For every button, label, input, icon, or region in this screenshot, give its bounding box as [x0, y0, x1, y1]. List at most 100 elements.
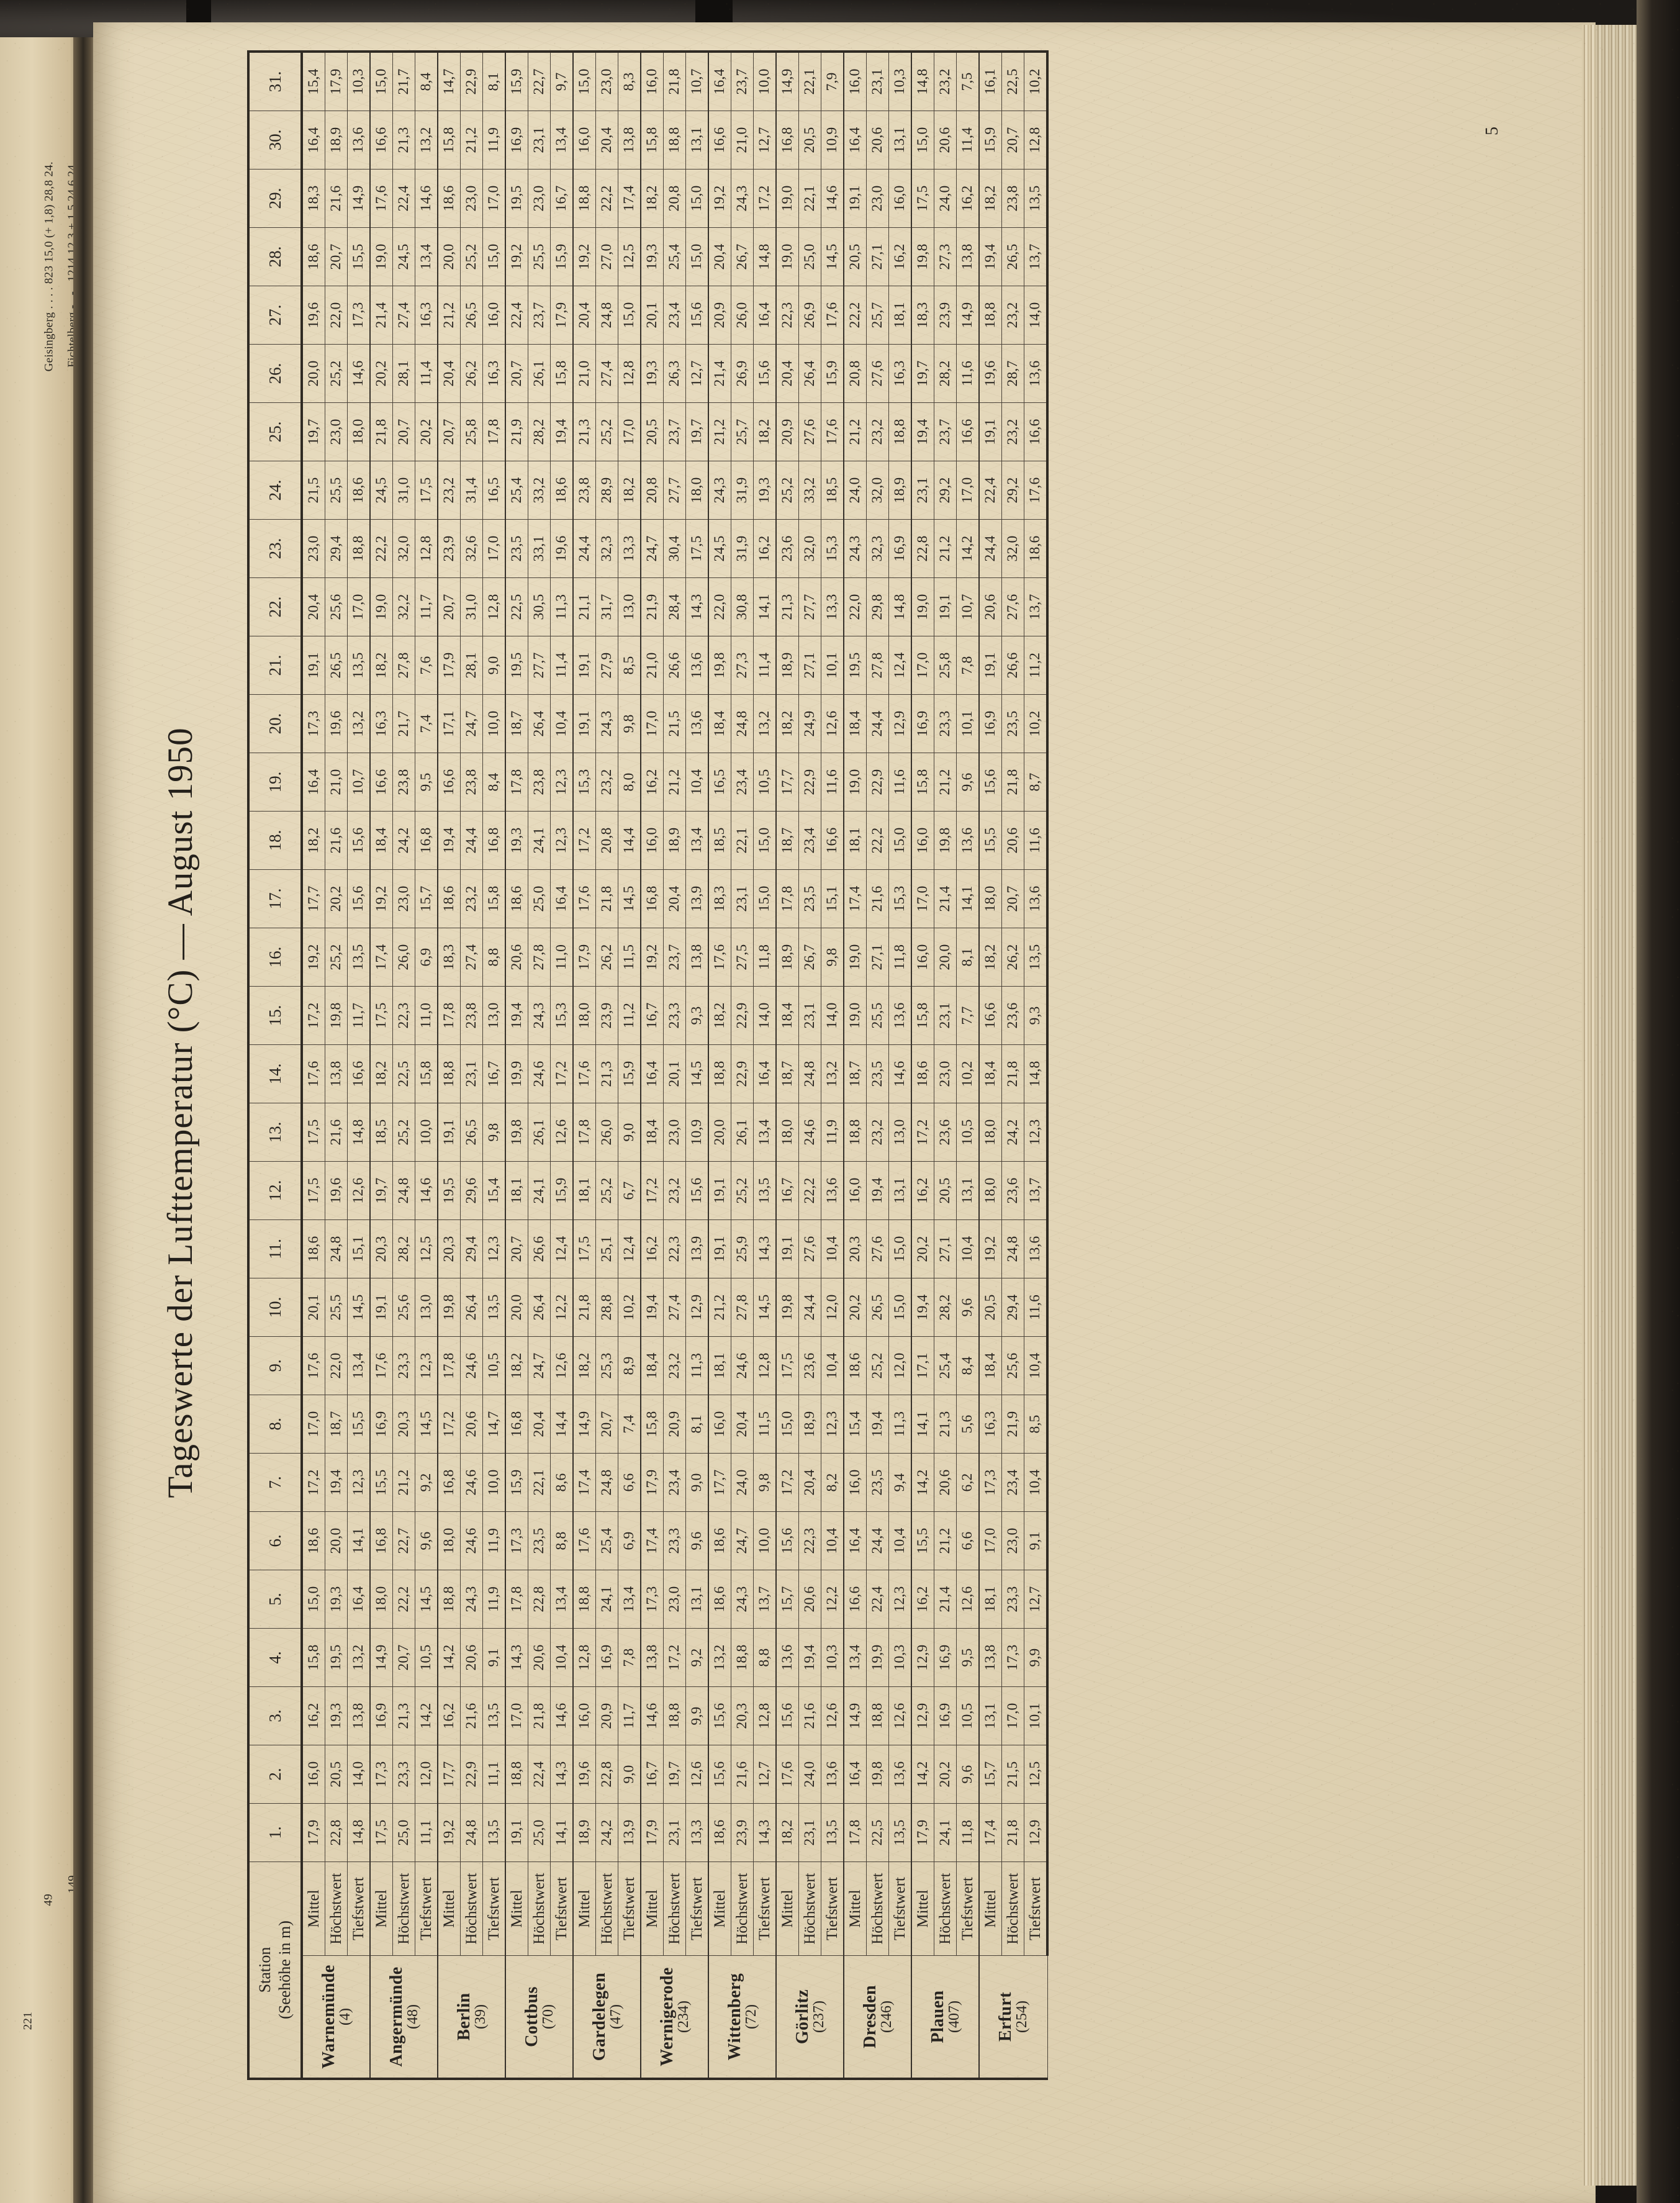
temperature-value: 26,5	[460, 1103, 483, 1162]
temperature-value: 18,8	[663, 111, 686, 170]
temperature-value: 11,5	[618, 928, 641, 987]
temperature-value: 14,8	[347, 1803, 370, 1862]
adjacent-page-sliver: Fichtelberg - . - . 1214 12,3 + 1,5 24,6…	[0, 37, 79, 2203]
table-row: Tiefstwert 14,8 14,0 13,8 13,2 16,4 14,1 12,3 15…	[347, 52, 370, 2079]
temperature-value: 27,7	[663, 461, 686, 520]
temperature-value: 11,4	[550, 636, 573, 695]
row-label: Tiefstwert	[550, 1861, 573, 1956]
temperature-value: 15,0	[776, 1395, 799, 1454]
temperature-value: 14,2	[911, 1453, 934, 1512]
temperature-value: 7,9	[821, 52, 844, 111]
temperature-value: 19,5	[438, 1161, 461, 1220]
table-row: Angermünde (48) Mittel 17,5 17,3 16,9 14,9 18,0…	[370, 52, 438, 2079]
temperature-value: 8,9	[618, 1336, 641, 1395]
temperature-value: 13,5	[347, 636, 370, 695]
temperature-value: 20,4	[595, 111, 618, 170]
temperature-value: 11,4	[415, 344, 438, 403]
temperature-value: 16,4	[844, 111, 867, 170]
temperature-value: 23,7	[731, 52, 754, 111]
temperature-value: 26,5	[460, 286, 483, 345]
temperature-value: 17,2	[302, 986, 325, 1045]
temperature-value: 23,1	[866, 52, 889, 111]
row-label: Mittel	[302, 1861, 325, 1956]
temperature-value: 18,6	[438, 869, 461, 928]
temperature-value: 20,4	[798, 1453, 821, 1512]
temperature-value: 19,8	[911, 227, 934, 286]
table-row: Gardelegen (47) Mittel 18,9 19,6 16,0 12,8 18,8…	[573, 52, 641, 2079]
temperature-value: 11,6	[1024, 1278, 1047, 1337]
temperature-value: 17,5	[415, 461, 438, 520]
temperature-value: 21,0	[325, 753, 348, 812]
temperature-value: 25,7	[866, 286, 889, 345]
temperature-value: 12,0	[888, 1336, 911, 1395]
temperature-value: 16,3	[415, 286, 438, 345]
temperature-value: 26,4	[528, 1278, 551, 1337]
temperature-value: 21,6	[866, 869, 889, 928]
temperature-value: 13,2	[415, 111, 438, 170]
temperature-value: 16,0	[888, 169, 911, 228]
temperature-value: 8,5	[618, 636, 641, 695]
temperature-value: 26,1	[528, 344, 551, 403]
temperature-value: 14,3	[505, 1628, 528, 1687]
temperature-value: 10,4	[550, 694, 573, 753]
temperature-value: 20,3	[731, 1686, 754, 1745]
page-number: 5	[1483, 127, 1502, 135]
temperature-value: 16,8	[482, 811, 505, 870]
temperature-value: 18,0	[685, 461, 708, 520]
temperature-value: 16,2	[302, 1686, 325, 1745]
temperature-value: 12,5	[415, 1219, 438, 1278]
temperature-value: 19,0	[776, 169, 799, 228]
temperature-value: 19,1	[708, 1219, 731, 1278]
temperature-value: 24,0	[731, 1453, 754, 1512]
temperature-value: 23,5	[528, 1511, 551, 1570]
temperature-value: 16,6	[370, 111, 393, 170]
temperature-value: 13,8	[325, 1044, 348, 1103]
temperature-value: 20,4	[776, 344, 799, 403]
temperature-value: 10,7	[685, 52, 708, 111]
temperature-value: 15,8	[911, 753, 934, 812]
day-header: 6.	[248, 1511, 302, 1570]
row-label: Tiefstwert	[685, 1861, 708, 1956]
temperature-value: 13,8	[685, 928, 708, 987]
temperature-value: 15,0	[911, 111, 934, 170]
temperature-value: 18,0	[347, 402, 370, 461]
station-name: Wittenberg	[725, 1973, 744, 2061]
temperature-value: 32,3	[866, 519, 889, 578]
temperature-value: 24,8	[460, 1803, 483, 1862]
temperature-value: 24,2	[1001, 1103, 1024, 1162]
temperature-value: 27,3	[731, 636, 754, 695]
temperature-value: 15,6	[708, 1745, 731, 1804]
temperature-value: 25,5	[325, 1278, 348, 1337]
temperature-value: 10,9	[685, 1103, 708, 1162]
temperature-value: 16,4	[641, 1044, 664, 1103]
temperature-value: 16,8	[415, 811, 438, 870]
temperature-value: 23,1	[663, 1803, 686, 1862]
temperature-value: 16,0	[708, 1395, 731, 1454]
temperature-value: 21,8	[528, 1686, 551, 1745]
day-header: 1.	[248, 1803, 302, 1862]
temperature-value: 23,8	[392, 753, 415, 812]
temperature-value: 19,1	[370, 1278, 393, 1337]
temperature-value: 11,4	[753, 636, 776, 695]
temperature-value: 8,8	[753, 1628, 776, 1687]
temperature-value: 16,2	[753, 519, 776, 578]
temperature-value: 10,1	[956, 694, 979, 753]
temperature-value: 27,6	[798, 402, 821, 461]
temperature-value: 20,2	[325, 869, 348, 928]
temperature-value: 15,6	[347, 869, 370, 928]
temperature-value: 21,2	[934, 519, 957, 578]
temperature-value: 17,4	[844, 869, 867, 928]
temperature-value: 6,2	[956, 1453, 979, 1512]
temperature-value: 15,6	[776, 1511, 799, 1570]
temperature-value: 24,3	[528, 986, 551, 1045]
temperature-value: 18,2	[618, 461, 641, 520]
temperature-value: 12,7	[753, 111, 776, 170]
temperature-value: 6,9	[415, 928, 438, 987]
temperature-value: 14,7	[438, 52, 461, 111]
station-header-line2: (Seehöhe in m)	[276, 1920, 294, 2019]
temperature-value: 22,0	[708, 577, 731, 636]
temperature-value: 18,7	[776, 811, 799, 870]
temperature-value: 21,5	[1001, 1745, 1024, 1804]
table-row: Tiefstwert 13,9 9,0 11,7 7,8 13,4 6,9 6,6 7,4 8,9…	[618, 52, 641, 2079]
temperature-value: 17,7	[776, 753, 799, 812]
